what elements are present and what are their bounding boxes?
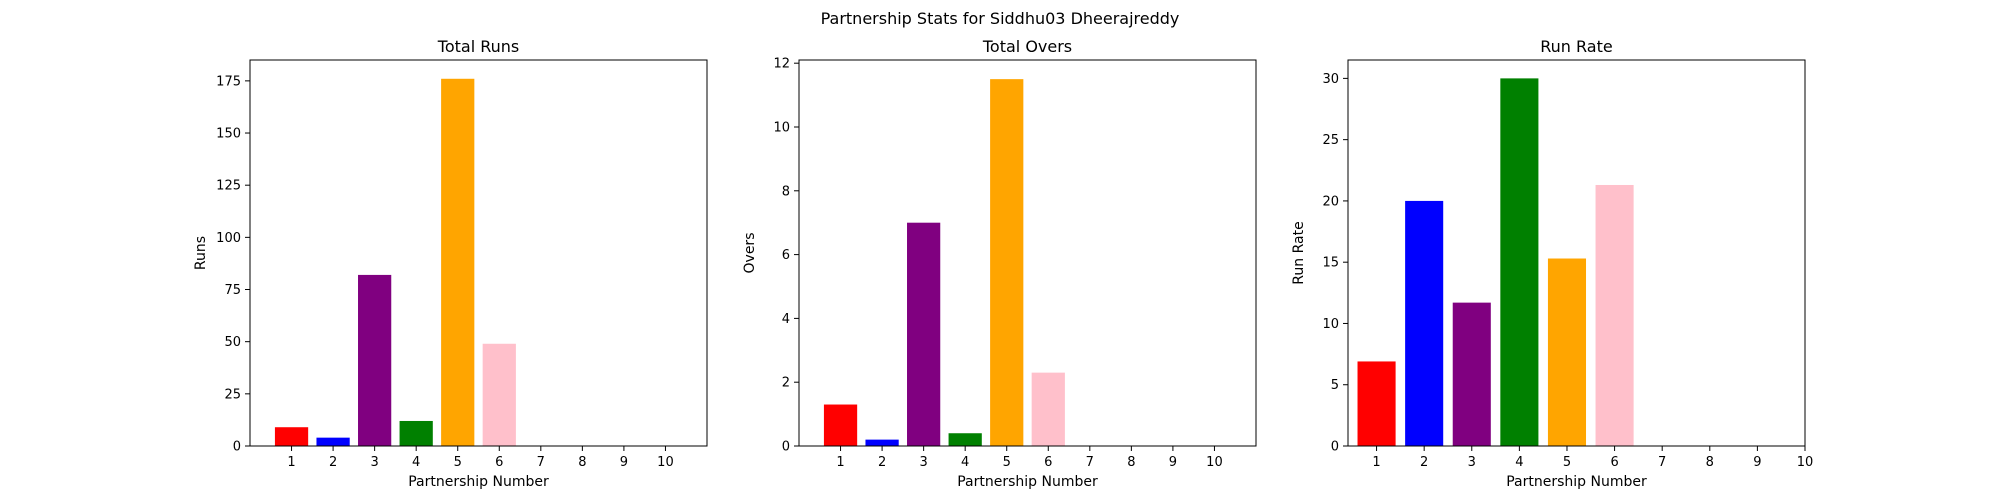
y-tick-label: 20	[1322, 194, 1339, 209]
y-tick-label: 2	[782, 376, 790, 391]
bar-partnership-3	[907, 222, 941, 446]
bar-partnership-1	[823, 404, 858, 446]
x-tick-label: 2	[878, 455, 886, 470]
x-axis-label: Partnership Number	[408, 474, 549, 490]
y-axis-label: Runs	[193, 236, 209, 270]
y-tick-label: 12	[773, 57, 790, 72]
x-tick-label: 3	[919, 455, 927, 470]
x-tick-label: 5	[1563, 455, 1571, 470]
x-tick-label: 5	[1003, 455, 1011, 470]
y-tick-label: 175	[216, 74, 241, 89]
x-tick-label: 9	[1753, 455, 1761, 470]
axes-title: Run Rate	[1540, 37, 1612, 56]
x-tick-label: 1	[1372, 455, 1380, 470]
axes-frame	[798, 59, 1257, 447]
axes-frame	[249, 59, 708, 447]
bar-partnership-6	[1595, 184, 1634, 446]
y-tick-label: 25	[1322, 133, 1339, 148]
x-tick-label: 7	[1658, 455, 1666, 470]
x-tick-label: 8	[1706, 455, 1714, 470]
bar-partnership-2	[865, 439, 899, 446]
x-tick-label: 10	[1797, 455, 1814, 470]
y-tick-label: 0	[1331, 440, 1339, 455]
y-tick-label: 30	[1322, 72, 1339, 87]
x-tick-label: 3	[1468, 455, 1476, 470]
x-tick-label: 9	[1169, 455, 1177, 470]
y-tick-label: 25	[224, 387, 241, 402]
bar-partnership-4	[948, 433, 982, 446]
bar-partnership-4	[399, 420, 433, 446]
x-tick-label: 8	[578, 455, 586, 470]
x-tick-label: 4	[961, 455, 969, 470]
x-tick-label: 4	[1515, 455, 1523, 470]
y-tick-label: 150	[216, 127, 241, 142]
axes-title: Total Runs	[437, 37, 519, 56]
axes-frame	[1347, 59, 1806, 447]
x-tick-label: 3	[370, 455, 378, 470]
bar-partnership-2	[316, 437, 350, 446]
bar-partnership-1	[274, 427, 309, 446]
figure-suptitle: Partnership Stats for Siddhu03 Dheerajre…	[821, 9, 1180, 28]
bar-partnership-5	[441, 78, 475, 446]
y-tick-label: 0	[782, 440, 790, 455]
bar-partnership-6	[1031, 372, 1065, 446]
x-tick-label: 10	[657, 455, 674, 470]
x-tick-label: 1	[836, 455, 844, 470]
y-axis-label: Run Rate	[1291, 221, 1307, 284]
x-tick-label: 8	[1127, 455, 1135, 470]
x-tick-label: 6	[495, 455, 503, 470]
bar-partnership-1	[1357, 361, 1396, 446]
bar-partnership-4	[1500, 78, 1539, 446]
bar-partnership-3	[358, 274, 392, 446]
chart-run-rate: 1 2 3 4 5 6 7 8 9 10 0 5 10 15 20 25 30 Run Rate Partnersh…	[1291, 37, 1813, 490]
y-tick-label: 6	[782, 248, 790, 263]
x-tick-label: 10	[1206, 455, 1223, 470]
bar-partnership-3	[1452, 302, 1491, 446]
x-tick-label: 5	[454, 455, 462, 470]
bar-partnership-6	[482, 343, 516, 446]
bar-partnership-5	[990, 79, 1024, 446]
y-tick-label: 10	[1322, 317, 1339, 332]
y-tick-label: 5	[1331, 378, 1339, 393]
y-tick-label: 0	[233, 440, 241, 455]
x-tick-label: 6	[1610, 455, 1618, 470]
x-tick-label: 1	[287, 455, 295, 470]
x-tick-label: 9	[620, 455, 628, 470]
y-tick-label: 4	[782, 312, 790, 327]
y-tick-label: 8	[782, 184, 790, 199]
bar-partnership-2	[1405, 200, 1444, 446]
x-tick-label: 6	[1044, 455, 1052, 470]
y-tick-label: 125	[216, 179, 241, 194]
y-tick-label: 50	[224, 335, 241, 350]
y-axis-label: Overs	[742, 233, 758, 274]
axes-title: Total Overs	[982, 37, 1072, 56]
y-tick-label: 15	[1322, 256, 1339, 271]
y-tick-label: 75	[224, 283, 241, 298]
x-axis-label: Partnership Number	[1506, 474, 1647, 490]
y-tick-label: 100	[216, 231, 241, 246]
y-tick-label: 10	[773, 120, 790, 135]
x-tick-label: 2	[1420, 455, 1428, 470]
x-axis-label: Partnership Number	[957, 474, 1098, 490]
x-tick-label: 7	[537, 455, 545, 470]
x-tick-label: 4	[412, 455, 420, 470]
x-tick-label: 7	[1086, 455, 1094, 470]
bar-partnership-5	[1547, 258, 1587, 446]
x-tick-label: 2	[329, 455, 337, 470]
